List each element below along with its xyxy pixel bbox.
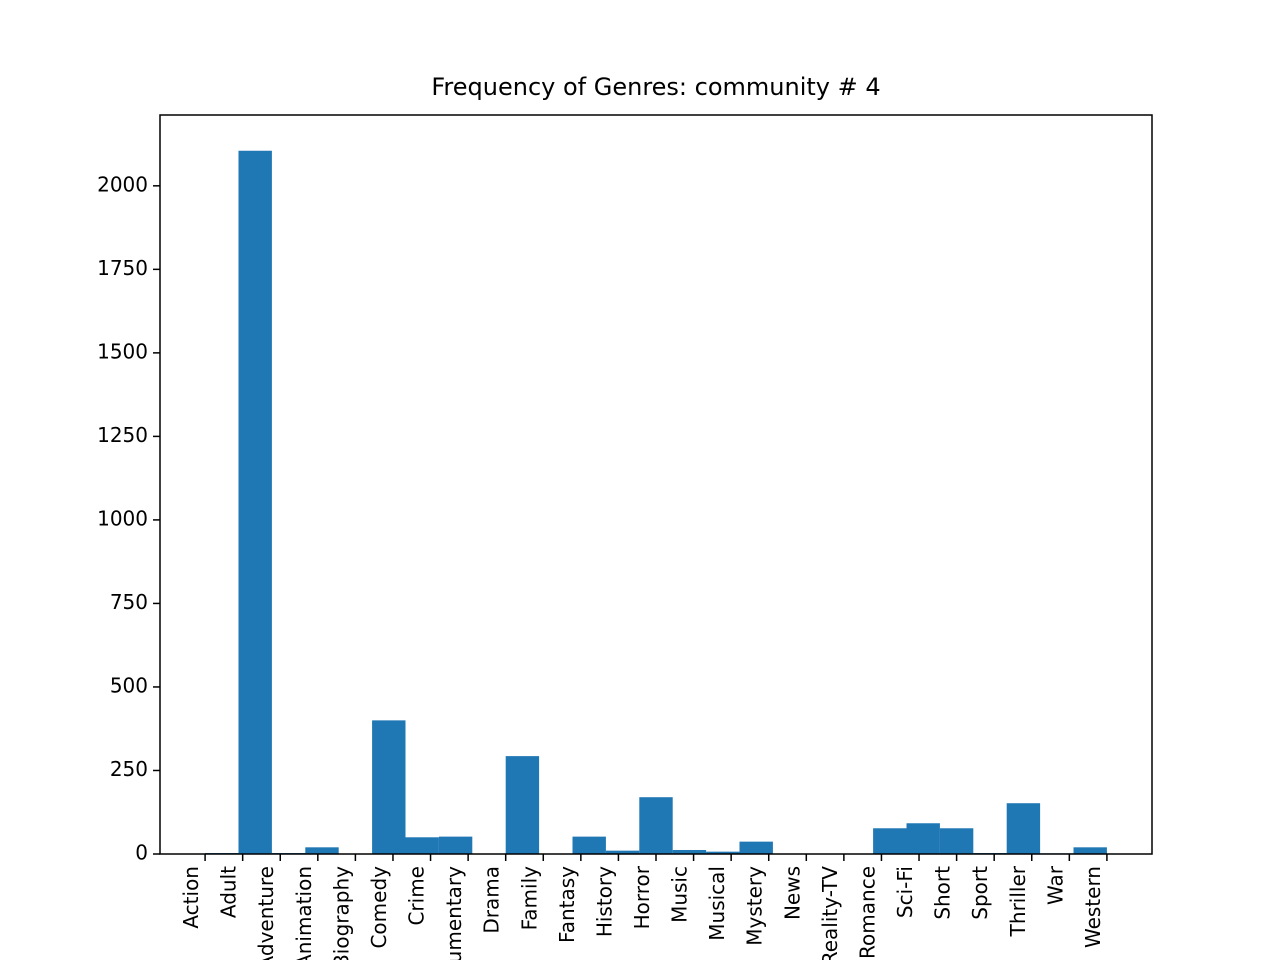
bar [672,849,707,854]
x-tick-label: Mystery [743,866,767,946]
bar [572,836,606,854]
x-tick-label: Sport [968,866,992,920]
x-tick-label: Horror [630,865,654,929]
bar [238,150,272,854]
x-tick-label: Thriller [1006,865,1030,937]
x-tick-label: Fantasy [555,866,579,943]
y-tick-label: 1750 [97,256,148,280]
bar [438,836,473,854]
bar [939,828,974,854]
x-tick-label: Music [668,866,692,923]
bar [906,823,940,854]
x-tick-label: Romance [855,866,879,959]
y-tick-label: 2000 [97,172,148,196]
x-tick-label: Documentary [442,866,466,960]
x-tick-label: Adult [217,866,241,918]
y-tick-label: 1250 [97,423,148,447]
bar [639,797,673,854]
x-tick-label: Western [1081,866,1105,948]
bar [873,828,907,854]
x-tick-label: Crime [405,866,429,926]
x-tick-label: Animation [292,866,316,960]
bar [372,720,406,854]
x-tick-label: Biography [329,866,353,960]
y-tick-label: 750 [110,590,148,614]
bar [1073,847,1107,854]
x-tick-label: Reality-TV [818,866,842,960]
x-tick-label: Drama [480,866,504,934]
x-tick-label: War [1043,865,1067,905]
x-tick-label: Comedy [367,866,391,949]
bar [706,851,740,854]
x-tick-label: Musical [705,866,729,941]
bar [405,837,439,854]
x-tick-label: History [592,866,616,937]
plot-frame [159,114,1153,855]
y-tick-label: 0 [135,841,148,865]
y-tick-label: 250 [110,757,148,781]
x-tick-label: Sci-Fi [893,866,917,918]
y-tick-label: 1000 [97,506,148,530]
bar [505,756,540,854]
x-tick-label: Adventure [254,866,278,960]
bar [739,841,773,854]
x-tick-label: Family [517,866,541,931]
y-tick-label: 1500 [97,339,148,363]
bar [605,850,640,854]
x-tick-label: Action [179,866,203,929]
bar [305,847,339,854]
x-tick-label: Short [931,866,955,920]
chart-title: Frequency of Genres: community # 4 [431,73,880,101]
x-tick-label: News [780,866,804,920]
bar [1006,803,1041,854]
y-tick-label: 500 [110,673,148,697]
